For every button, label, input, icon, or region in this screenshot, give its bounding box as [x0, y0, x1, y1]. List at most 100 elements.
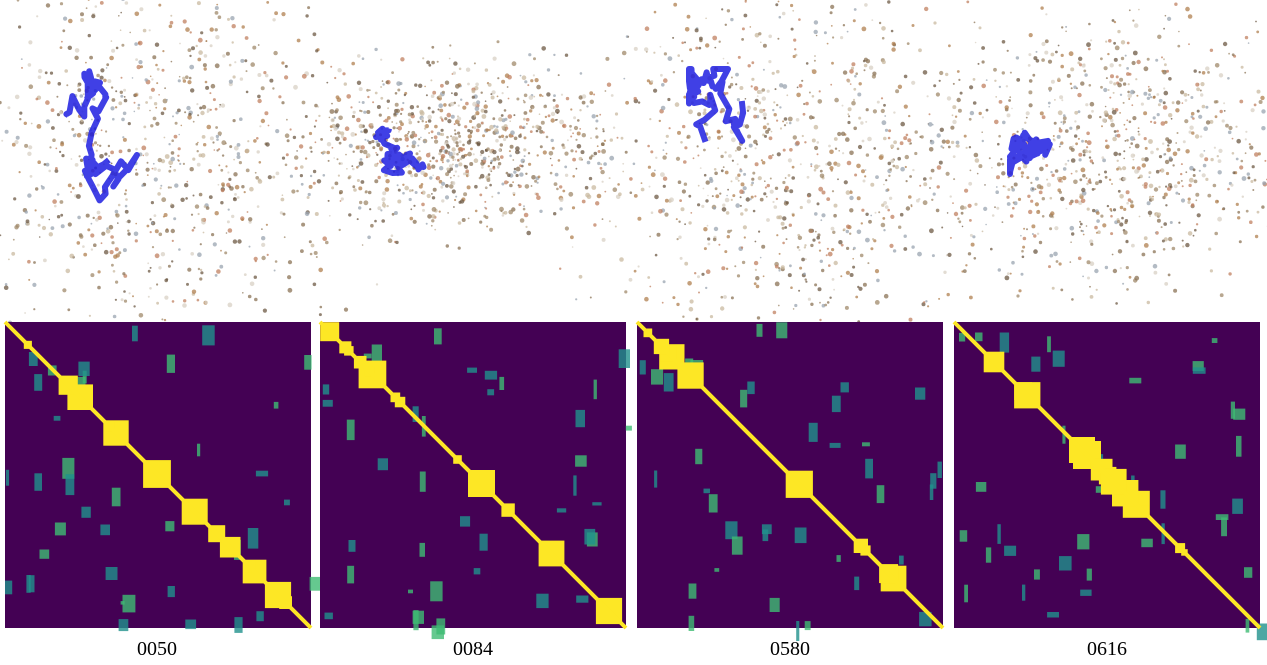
- point: [530, 130, 533, 133]
- point: [1237, 211, 1240, 214]
- point: [446, 144, 449, 147]
- point: [1227, 188, 1230, 191]
- point: [1030, 200, 1033, 203]
- point: [104, 250, 109, 255]
- point: [432, 91, 436, 95]
- point: [513, 170, 516, 173]
- point: [796, 93, 801, 98]
- point: [469, 162, 473, 166]
- point: [497, 77, 499, 79]
- point: [504, 118, 507, 121]
- point: [425, 121, 427, 123]
- point: [382, 203, 386, 207]
- point: [210, 109, 212, 111]
- point: [1114, 130, 1117, 133]
- point: [838, 150, 840, 152]
- point: [760, 198, 764, 202]
- point: [1092, 209, 1095, 212]
- point: [590, 137, 592, 139]
- point: [1105, 41, 1107, 43]
- point: [892, 42, 896, 46]
- point: [1079, 194, 1082, 197]
- point: [974, 22, 976, 24]
- point: [400, 122, 404, 126]
- point: [750, 26, 752, 28]
- point: [154, 177, 158, 181]
- point: [875, 175, 879, 179]
- point: [1123, 230, 1128, 235]
- matrix-block: [185, 620, 196, 630]
- point: [483, 157, 487, 161]
- point: [559, 185, 562, 188]
- point: [1236, 158, 1239, 161]
- point: [830, 84, 832, 86]
- point: [134, 232, 139, 237]
- point: [801, 258, 805, 262]
- point: [188, 48, 192, 52]
- point: [310, 253, 313, 256]
- point: [145, 101, 148, 104]
- point: [218, 164, 220, 166]
- point: [120, 95, 123, 98]
- point: [257, 73, 261, 77]
- point: [1086, 177, 1088, 179]
- point: [421, 183, 424, 186]
- point: [346, 168, 348, 170]
- point: [462, 106, 466, 110]
- point: [104, 153, 107, 156]
- point: [737, 146, 742, 151]
- point: [501, 80, 505, 84]
- point: [171, 229, 175, 233]
- point: [996, 175, 1000, 179]
- point: [185, 27, 190, 32]
- point: [895, 165, 899, 169]
- point: [376, 154, 378, 156]
- point: [186, 106, 190, 110]
- point: [472, 90, 476, 94]
- point: [1108, 89, 1110, 91]
- point: [1066, 208, 1068, 210]
- point: [14, 140, 18, 144]
- point: [511, 207, 515, 211]
- matrix-block: [1053, 351, 1065, 367]
- point: [1114, 58, 1118, 62]
- point: [197, 150, 199, 152]
- point: [1087, 140, 1092, 145]
- point: [317, 179, 321, 183]
- point: [1010, 273, 1012, 275]
- point: [1011, 261, 1015, 265]
- point: [1090, 39, 1092, 41]
- point: [441, 199, 444, 202]
- point: [714, 172, 718, 176]
- point: [434, 140, 438, 144]
- point: [1188, 184, 1191, 187]
- point: [483, 215, 486, 218]
- point: [184, 183, 188, 187]
- point: [16, 224, 20, 228]
- point: [740, 212, 743, 215]
- point: [593, 223, 596, 226]
- point: [878, 211, 880, 213]
- point: [1149, 215, 1151, 217]
- point: [906, 180, 908, 182]
- matrix-block: [714, 568, 719, 572]
- point: [1086, 146, 1088, 148]
- point: [531, 175, 536, 180]
- point: [911, 245, 914, 248]
- point: [132, 295, 134, 297]
- point: [465, 169, 469, 173]
- point: [1208, 248, 1211, 251]
- point: [524, 94, 528, 98]
- point: [1130, 90, 1135, 95]
- point: [215, 6, 219, 10]
- point: [215, 211, 219, 215]
- point: [211, 84, 216, 89]
- point: [127, 220, 131, 224]
- point: [178, 248, 181, 251]
- point: [805, 281, 807, 283]
- point: [526, 231, 531, 236]
- point: [776, 216, 780, 220]
- point: [637, 217, 641, 221]
- point: [929, 228, 934, 233]
- point: [207, 111, 209, 113]
